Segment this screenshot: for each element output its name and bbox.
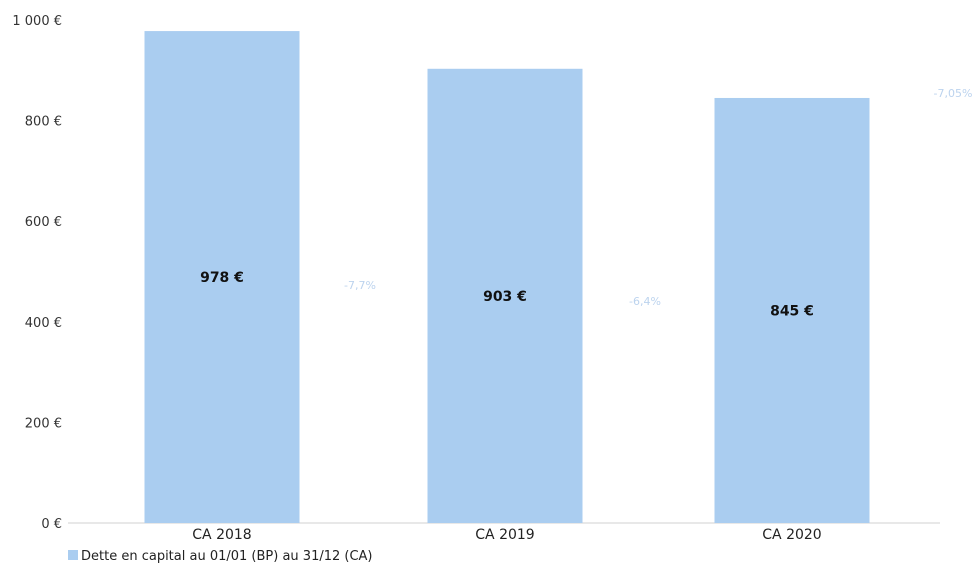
bars xyxy=(144,31,870,523)
legend-label: Dette en capital au 01/01 (BP) au 31/12 … xyxy=(81,549,373,564)
y-tick-label: 0 € xyxy=(41,517,62,532)
y-tick-label: 200 € xyxy=(25,416,62,431)
x-tick-label: CA 2019 xyxy=(475,527,534,543)
annotations: -7,7% -6,4% -7,05% xyxy=(344,87,972,308)
legend-swatch xyxy=(68,550,78,560)
y-tick-label: 800 € xyxy=(25,115,62,130)
bar xyxy=(144,31,300,523)
y-tick-label: 1 000 € xyxy=(12,14,62,29)
legend: Dette en capital au 01/01 (BP) au 31/12 … xyxy=(68,549,373,564)
y-tick-label: 600 € xyxy=(25,215,62,230)
y-axis: 0 € 200 € 400 € 600 € 800 € 1 000 € xyxy=(12,14,62,532)
bar-value-label: 845 € xyxy=(770,303,814,319)
x-tick-label: CA 2018 xyxy=(192,527,251,543)
bar xyxy=(714,97,870,523)
bar xyxy=(427,68,583,523)
category-labels: CA 2018 CA 2019 CA 2020 xyxy=(192,527,821,543)
change-annotation: -7,05% xyxy=(934,87,973,100)
x-tick-label: CA 2020 xyxy=(762,527,821,543)
bar-value-label: 903 € xyxy=(483,289,527,305)
change-annotation: -7,7% xyxy=(344,279,376,292)
y-tick-label: 400 € xyxy=(25,316,62,331)
change-annotation: -6,4% xyxy=(629,295,661,308)
bar-value-label: 978 € xyxy=(200,270,244,286)
value-labels: 978 € 903 € 845 € xyxy=(200,270,814,319)
